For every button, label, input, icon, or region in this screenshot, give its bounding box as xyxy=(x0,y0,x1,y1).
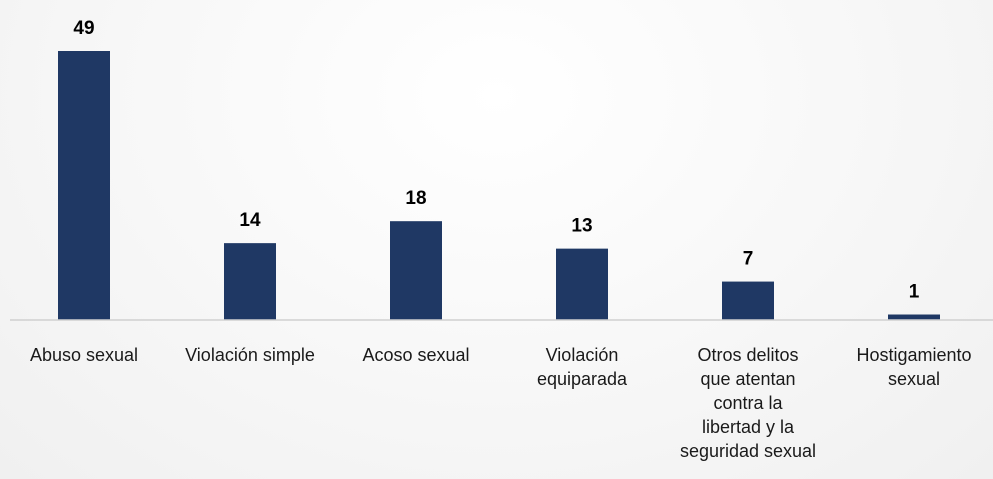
data-label-0: 49 xyxy=(73,18,94,39)
x-tick-label-5-line-1: sexual xyxy=(888,369,940,389)
data-label-2: 18 xyxy=(405,188,426,209)
bar-3 xyxy=(556,248,608,320)
x-tick-label-4-line-3: libertad y la xyxy=(702,417,795,437)
bar-4 xyxy=(722,281,774,320)
bar-1 xyxy=(224,243,276,320)
bar-0 xyxy=(58,51,110,320)
bars-layer xyxy=(58,51,940,320)
category-labels-layer: Abuso sexual Violación simple Acoso sexual… xyxy=(30,345,972,461)
bar-5 xyxy=(888,314,940,320)
data-label-3: 13 xyxy=(571,216,592,237)
value-labels-layer: 49 14 18 13 7 1 xyxy=(73,18,919,303)
data-label-1: 14 xyxy=(239,210,261,231)
x-tick-label-4-line-1: que atentan xyxy=(700,369,795,389)
bar-2 xyxy=(390,221,442,320)
x-tick-label-3-line-0: Violación xyxy=(546,345,619,365)
x-tick-label-4-line-2: contra la xyxy=(713,393,783,413)
x-tick-label-2-line-0: Acoso sexual xyxy=(362,345,469,365)
data-label-5: 1 xyxy=(909,282,920,303)
x-tick-label-1-line-0: Violación simple xyxy=(185,345,315,365)
x-tick-label-5-line-0: Hostigamiento xyxy=(856,345,971,365)
x-tick-label-4-line-4: seguridad sexual xyxy=(680,441,816,461)
x-tick-label-3-line-1: equiparada xyxy=(537,369,628,389)
x-tick-label-4-line-0: Otros delitos xyxy=(697,345,798,365)
data-label-4: 7 xyxy=(743,249,754,270)
x-tick-label-0-line-0: Abuso sexual xyxy=(30,345,138,365)
